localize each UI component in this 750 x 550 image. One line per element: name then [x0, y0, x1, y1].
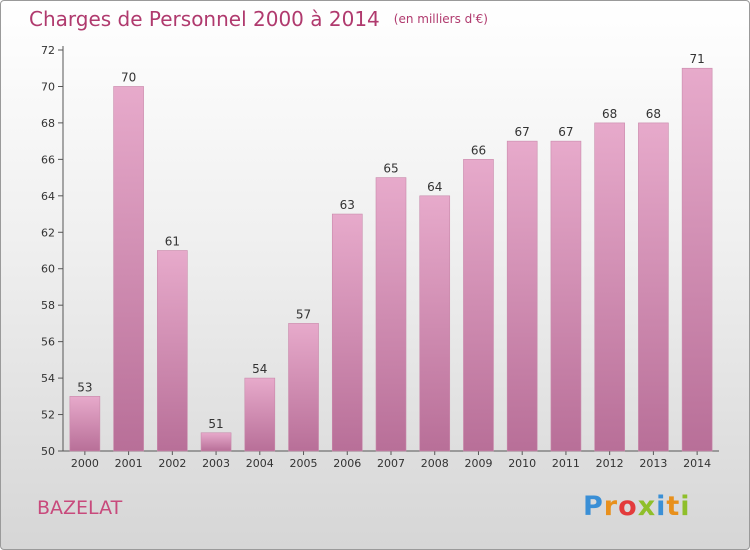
data-label: 68 [646, 107, 661, 121]
x-tick-label: 2000 [71, 457, 99, 470]
data-label: 70 [121, 70, 136, 84]
data-label: 67 [558, 125, 573, 139]
logo-letter: r [603, 491, 619, 522]
bar [157, 250, 188, 452]
bars [69, 67, 713, 452]
bar [463, 159, 494, 452]
data-label: 57 [296, 307, 311, 321]
data-label: 54 [252, 362, 267, 376]
bar [550, 140, 582, 452]
x-tick-label: 2014 [683, 457, 711, 470]
y-tick-label: 54 [41, 372, 55, 385]
data-label: 63 [340, 198, 355, 212]
chart-title-text: Charges de Personnel 2000 à 2014 [29, 7, 380, 31]
data-label: 51 [208, 417, 223, 431]
y-tick-label: 62 [41, 226, 55, 239]
axes: 50 52 54 56 58 60 62 64 66 68 70 72 2000 2001 2002 2003… [41, 44, 719, 470]
bar [200, 432, 232, 452]
y-tick-label: 56 [41, 336, 55, 349]
y-tick-label: 66 [41, 153, 55, 166]
bar [681, 67, 713, 452]
data-label: 61 [165, 235, 180, 249]
x-tick-label: 2002 [158, 457, 186, 470]
data-label: 53 [77, 380, 92, 394]
bar [375, 177, 407, 452]
data-label: 65 [383, 162, 398, 176]
chart-title: Charges de Personnel 2000 à 2014 (en mill… [29, 7, 488, 31]
y-tick-label: 50 [41, 445, 55, 458]
chart-unit: (en milliers d'€) [393, 12, 488, 26]
y-tick-label: 68 [41, 117, 55, 130]
bar [69, 396, 101, 452]
y-tick-label: 60 [41, 263, 55, 276]
bar [244, 377, 276, 452]
data-label: 71 [689, 52, 704, 66]
logo-letter: P [583, 491, 604, 522]
data-labels: 53 70 61 51 54 57 63 65 64 66 67 67 68 68 71 [77, 52, 705, 431]
x-tick-label: 2010 [508, 457, 536, 470]
x-tick-label: 2004 [246, 457, 274, 470]
x-tick-label: 2001 [115, 457, 143, 470]
bar [113, 86, 144, 452]
proxiti-logo: Proxiti [583, 491, 691, 522]
y-tick-label: 58 [41, 299, 55, 312]
commune-name: BAZELAT [37, 497, 123, 519]
bar [506, 140, 538, 452]
y-tick-label: 52 [41, 409, 55, 422]
x-tick-label: 2011 [552, 457, 580, 470]
x-tick-label: 2005 [290, 457, 318, 470]
bar [331, 213, 363, 452]
logo-letter: x [637, 491, 657, 522]
data-label: 64 [427, 180, 442, 194]
logo-letter: o [618, 491, 638, 522]
y-tick-label: 64 [41, 190, 55, 203]
y-tick-label: 70 [41, 80, 55, 93]
x-tick-label: 2013 [639, 457, 667, 470]
data-label: 68 [602, 107, 617, 121]
data-label: 67 [515, 125, 530, 139]
x-tick-label: 2008 [421, 457, 449, 470]
bar [594, 122, 625, 452]
data-label: 66 [471, 143, 486, 157]
x-tick-label: 2012 [596, 457, 624, 470]
x-tick-label: 2009 [464, 457, 492, 470]
logo-letter: i [656, 491, 667, 522]
x-tick-label: 2006 [333, 457, 361, 470]
x-tick-label: 2003 [202, 457, 230, 470]
bar [638, 122, 669, 452]
y-tick-label: 72 [41, 44, 55, 57]
bar [288, 323, 319, 452]
logo-letter: t [666, 491, 681, 522]
logo-letter: i [680, 491, 691, 522]
x-tick-label: 2007 [377, 457, 405, 470]
bar [419, 195, 451, 452]
